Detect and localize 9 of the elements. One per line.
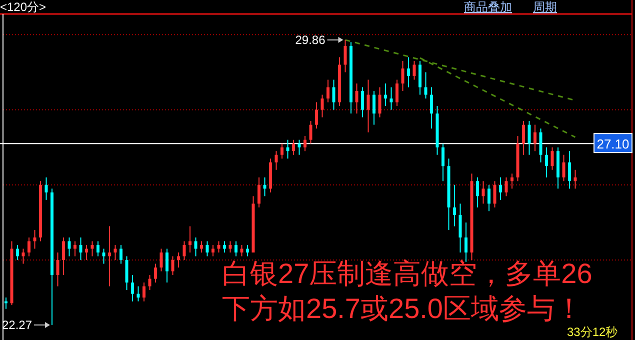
annotation: 29.86 [295, 32, 326, 47]
ref-line-label: 27.10 [596, 136, 630, 152]
annotation: 白银27压制逢高做空，多单26 [222, 258, 592, 289]
annotation: 下方如25.7或25.0区域参与！ [222, 293, 583, 324]
text: <120分> [0, 0, 46, 14]
annotation: 33分12秒 [567, 325, 618, 339]
annotation: 22.27 [2, 318, 32, 332]
text: 周期 [533, 0, 557, 14]
text: 商品叠加 [464, 0, 512, 14]
